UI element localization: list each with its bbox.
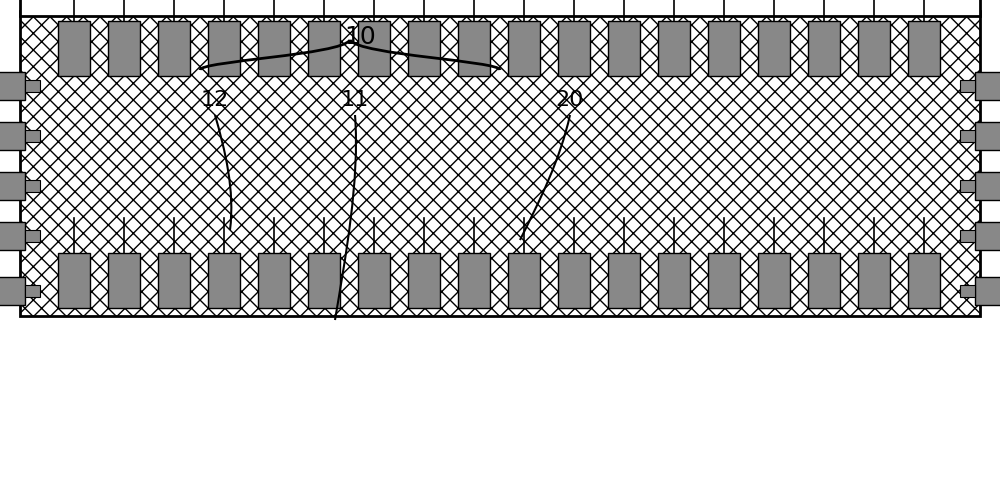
Bar (458, 253, 490, 308)
Bar (158, 253, 190, 308)
Text: 12: 12 (201, 90, 229, 110)
Bar (960, 80, 975, 92)
Bar (960, 130, 975, 142)
Bar (108, 253, 140, 308)
Bar (658, 21, 690, 76)
Bar (608, 21, 640, 76)
Bar (58, 253, 90, 308)
Bar (808, 253, 840, 308)
Bar (20, 11, 980, 316)
Bar (58, 21, 90, 76)
Bar (558, 253, 590, 308)
Bar (558, 21, 590, 76)
Bar (308, 253, 340, 308)
Bar (975, 277, 1000, 305)
Bar (258, 253, 290, 308)
Bar (25, 80, 40, 92)
Bar (708, 21, 740, 76)
Text: 11: 11 (341, 90, 369, 110)
Bar (208, 21, 240, 76)
Bar (0, 172, 25, 200)
Bar (108, 21, 140, 76)
Bar (25, 130, 40, 142)
Bar (308, 21, 340, 76)
Text: 20: 20 (556, 90, 584, 110)
Bar (458, 21, 490, 76)
Bar (358, 253, 390, 308)
Bar (508, 21, 540, 76)
Bar (858, 253, 890, 308)
Bar (158, 21, 190, 76)
Bar (908, 21, 940, 76)
Bar (408, 253, 440, 308)
Bar (20, 0, 980, 16)
Bar (658, 253, 690, 308)
Bar (208, 253, 240, 308)
Bar (808, 21, 840, 76)
Bar (960, 285, 975, 297)
Bar (975, 122, 1000, 150)
Bar (960, 230, 975, 242)
Bar (975, 222, 1000, 250)
Bar (0, 222, 25, 250)
Bar (758, 21, 790, 76)
Bar (758, 253, 790, 308)
Bar (608, 253, 640, 308)
Bar (25, 230, 40, 242)
Bar (258, 21, 290, 76)
Bar (975, 72, 1000, 100)
Bar (0, 277, 25, 305)
Bar (960, 180, 975, 192)
Bar (25, 285, 40, 297)
Bar (508, 253, 540, 308)
Bar (858, 21, 890, 76)
Text: 10: 10 (344, 25, 376, 49)
Bar (908, 253, 940, 308)
Bar (975, 172, 1000, 200)
Bar (25, 180, 40, 192)
Bar (0, 72, 25, 100)
Bar (358, 21, 390, 76)
Bar (0, 122, 25, 150)
Bar (708, 253, 740, 308)
Bar (408, 21, 440, 76)
